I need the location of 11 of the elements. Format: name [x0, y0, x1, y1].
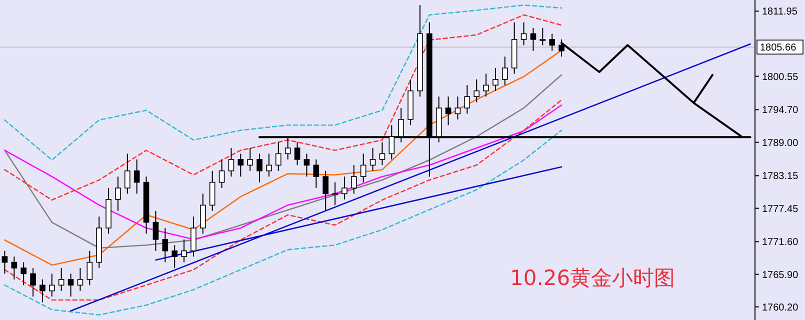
y-tick-label: 1771.60: [762, 237, 799, 248]
y-tick-label: 1811.95: [762, 6, 798, 18]
ref-line-label: 1805.66: [760, 42, 797, 54]
y-tick-label: 1777.45: [762, 204, 799, 215]
y-tick-label: 1800.55: [762, 72, 799, 83]
y-tick-label: 1789.00: [762, 138, 799, 149]
y-tick-label: 1765.90: [762, 270, 799, 281]
y-tick-label: 1794.70: [762, 105, 799, 116]
y-tick-label: 1783.15: [762, 171, 799, 182]
y-tick-label: 1760.20: [762, 302, 799, 314]
annotation: 10.26黄金小时图: [510, 266, 676, 290]
